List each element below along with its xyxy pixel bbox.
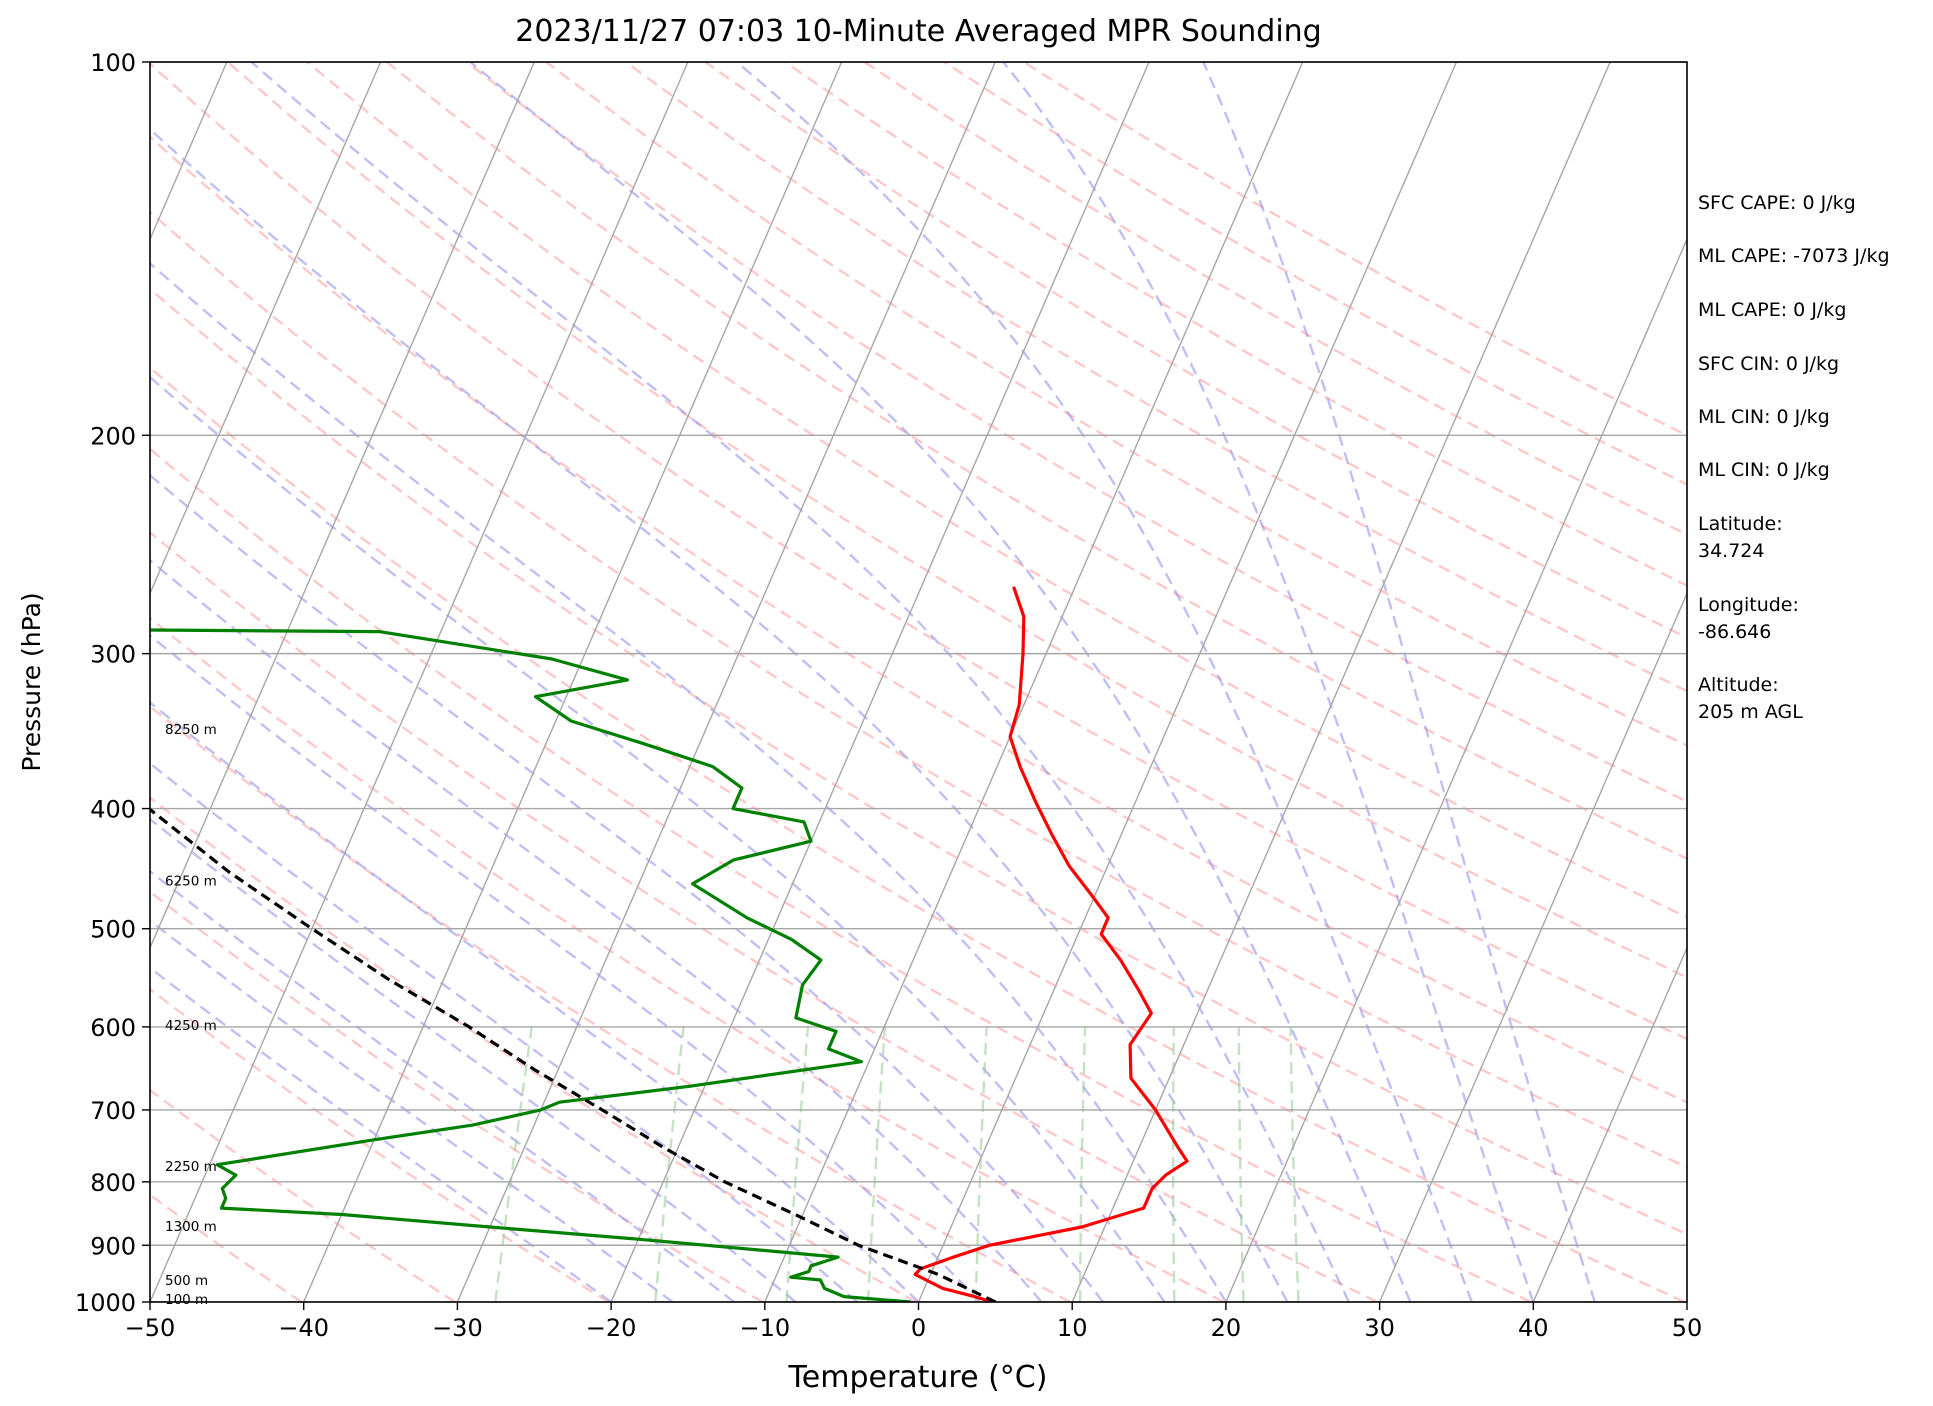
y-tick-label: 800 — [90, 1169, 136, 1197]
sfc-cin: SFC CIN: 0 J/kg — [1698, 353, 1840, 375]
moist-adiabat — [150, 375, 1166, 1302]
sfc-cape: SFC CAPE: 0 J/kg — [1698, 192, 1856, 214]
x-tick-label: −30 — [432, 1314, 483, 1342]
mixing-ratio-line — [866, 1026, 887, 1302]
height-label: 2250 m — [165, 1159, 217, 1175]
x-tick-label: 40 — [1518, 1314, 1549, 1342]
isotherm — [610, 62, 1150, 1302]
isotherm — [1378, 591, 1687, 1302]
dry-adiabat — [150, 1088, 456, 1302]
moist-adiabat — [150, 261, 1227, 1302]
ml-cape: ML CAPE: 0 J/kg — [1698, 299, 1847, 321]
x-tick-label: −20 — [586, 1314, 637, 1342]
y-tick-label: 1000 — [75, 1289, 136, 1317]
dry-adiabat — [150, 287, 1687, 1236]
mixing-ratio-line — [1289, 1026, 1300, 1302]
dry-adiabat — [306, 62, 1687, 919]
x-tick-label: 0 — [911, 1314, 926, 1342]
isotherm — [1071, 62, 1611, 1302]
moist-adiabat — [1202, 62, 1596, 1302]
y-tick-label: 700 — [90, 1097, 136, 1125]
y-axis-label: Pressure (hPa) — [17, 592, 46, 771]
dry-adiabat — [150, 62, 1687, 1041]
dry-adiabat — [150, 530, 1378, 1302]
moist-adiabat — [150, 761, 858, 1302]
isotherm — [764, 62, 1304, 1302]
dry-adiabat — [704, 62, 1687, 640]
dry-adiabat — [150, 796, 917, 1302]
moist-adiabat — [150, 558, 1043, 1302]
isotherm — [1225, 237, 1687, 1302]
mixing-ratio-line — [1078, 1026, 1087, 1302]
isotherm — [150, 62, 535, 950]
isotherm — [150, 62, 382, 596]
dry-adiabat — [150, 210, 1687, 1169]
y-tick-label: 600 — [90, 1014, 136, 1042]
chart-title: 2023/11/27 07:03 10-Minute Averaged MPR … — [515, 14, 1322, 49]
height-label: 500 m — [165, 1273, 208, 1289]
dry-adiabat — [545, 62, 1687, 747]
y-tick-label: 300 — [90, 641, 136, 669]
dry-adiabat — [150, 705, 1071, 1302]
moist-adiabat — [250, 62, 1350, 1302]
temperature-profile — [913, 586, 1189, 1302]
x-tick-label: −10 — [739, 1314, 790, 1342]
x-tick-label: 20 — [1211, 1314, 1242, 1342]
moist-adiabat — [736, 62, 1473, 1302]
dry-adiabat — [150, 987, 610, 1302]
mixing-ratio-line — [494, 1026, 533, 1302]
longitude-label: Longitude: — [1698, 594, 1799, 616]
isotherm — [1532, 945, 1687, 1302]
altitude-value: 205 m AGL — [1698, 701, 1803, 723]
moist-adiabat — [150, 127, 1289, 1302]
height-label: 100 m — [165, 1292, 208, 1308]
moist-adiabat — [469, 62, 1412, 1302]
x-tick-label: −50 — [125, 1314, 176, 1342]
isotherm — [456, 62, 996, 1302]
height-label: 1300 m — [165, 1219, 217, 1235]
dewpoint-profile — [150, 628, 911, 1302]
dry-adiabat — [150, 1193, 303, 1302]
dry-adiabat — [150, 366, 1686, 1302]
latitude-value: 34.724 — [1698, 540, 1765, 562]
moist-adiabat — [1002, 62, 1535, 1302]
y-tick-label: 200 — [90, 422, 136, 450]
y-tick-label: 100 — [90, 49, 136, 77]
moist-adiabat — [150, 473, 1104, 1302]
isotherm — [150, 62, 689, 1302]
isotherm — [917, 62, 1458, 1302]
y-tick-label: 900 — [90, 1232, 136, 1260]
mixing-ratio-line — [974, 1026, 988, 1302]
y-tick-label: 500 — [90, 916, 136, 944]
isotherm — [303, 62, 843, 1302]
ml-cape: ML CAPE: -7073 J/kg — [1698, 245, 1890, 267]
ml-cin: ML CIN: 0 J/kg — [1698, 459, 1830, 481]
mixing-ratio-line — [1237, 1026, 1245, 1302]
dry-adiabat — [386, 62, 1687, 861]
x-tick-label: 10 — [1057, 1314, 1088, 1342]
dry-adiabat — [150, 447, 1532, 1302]
height-label: 8250 m — [165, 722, 217, 738]
x-tick-label: 30 — [1364, 1314, 1395, 1342]
latitude-label: Latitude: — [1698, 513, 1783, 535]
parcel-profile — [150, 807, 997, 1302]
dry-adiabat — [150, 616, 1225, 1302]
plot-frame — [149, 61, 1688, 1303]
x-tick-label: 50 — [1672, 1314, 1703, 1342]
dry-adiabat — [150, 135, 1687, 1104]
moist-adiabat — [150, 700, 920, 1302]
x-axis-label: Temperature (°C) — [788, 1360, 1048, 1395]
moist-adiabat — [150, 633, 981, 1302]
x-tick-label: −40 — [278, 1314, 329, 1342]
longitude-value: -86.646 — [1698, 621, 1772, 643]
ml-cin: ML CIN: 0 J/kg — [1698, 406, 1830, 428]
dry-adiabat — [226, 62, 1687, 979]
altitude-label: Altitude: — [1698, 674, 1779, 696]
height-label: 6250 m — [165, 873, 217, 889]
moist-adiabat — [150, 817, 797, 1302]
dry-adiabat — [150, 890, 764, 1302]
height-label: 4250 m — [165, 1018, 217, 1034]
y-tick-label: 400 — [90, 796, 136, 824]
